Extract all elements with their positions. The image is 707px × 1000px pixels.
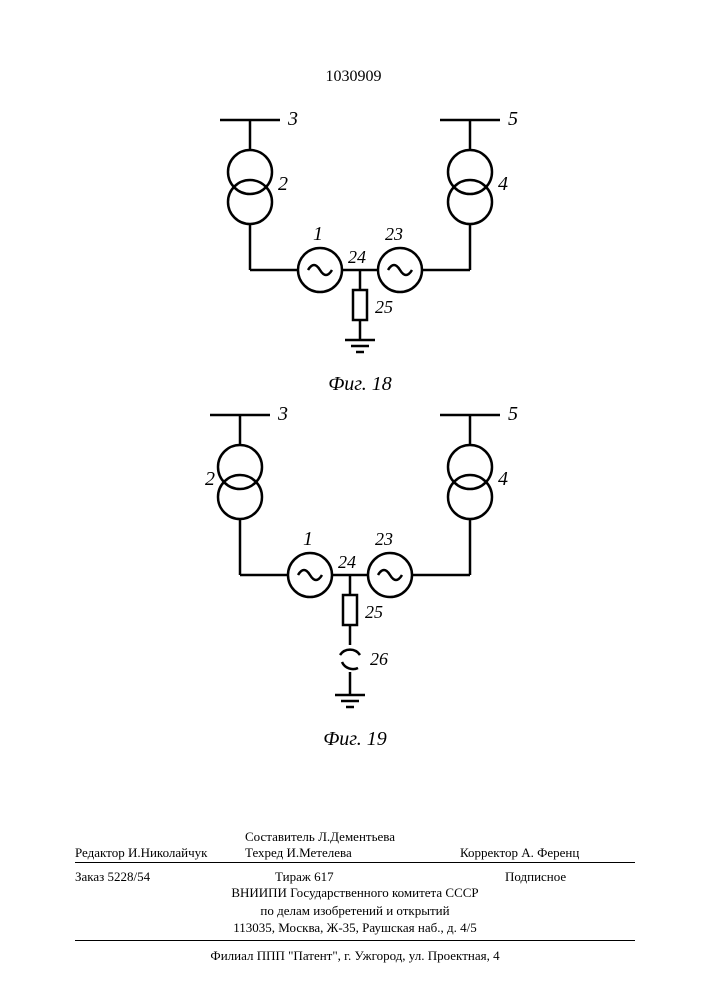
compiler-text: Составитель Л.Дементьева xyxy=(245,828,395,846)
label-23: 23 xyxy=(385,224,403,244)
figure-19-caption: Фиг. 19 xyxy=(323,728,387,750)
tirage-text: Тираж 617 xyxy=(275,868,334,886)
footer-divider-1 xyxy=(75,862,635,863)
patent-page: 1030909 3 5 2 4 xyxy=(0,0,707,1000)
figure-18-caption: Фиг. 18 xyxy=(328,373,392,395)
footer-branch: Филиал ППП "Патент", г. Ужгород, ул. Про… xyxy=(75,948,635,964)
label-5: 5 xyxy=(508,108,518,130)
label-3b: 3 xyxy=(277,403,288,425)
label-1: 1 xyxy=(313,223,323,245)
corrector-text: Корректор А. Ференц xyxy=(460,844,579,862)
label-25: 25 xyxy=(375,297,393,317)
figure-18-svg: 3 5 2 4 1 xyxy=(150,105,570,400)
label-5b: 5 xyxy=(508,403,518,425)
label-4b: 4 xyxy=(498,468,508,490)
org-line-3: 113035, Москва, Ж-35, Раушская наб., д. … xyxy=(75,919,635,937)
footer-organization: ВНИИПИ Государственного комитета СССР по… xyxy=(75,884,635,937)
label-4: 4 xyxy=(498,173,508,195)
figure-19-svg: 3 5 2 4 1 xyxy=(140,400,580,760)
label-25b: 25 xyxy=(365,602,383,622)
techred-text: Техред И.Метелева xyxy=(245,844,352,862)
label-24b: 24 xyxy=(338,552,356,572)
label-26: 26 xyxy=(370,649,388,669)
label-1b: 1 xyxy=(303,528,313,550)
figure-19: 3 5 2 4 1 xyxy=(140,400,580,765)
order-text: Заказ 5228/54 xyxy=(75,868,150,886)
label-24: 24 xyxy=(348,247,366,267)
label-2: 2 xyxy=(278,173,288,195)
label-3: 3 xyxy=(287,108,298,130)
document-number: 1030909 xyxy=(0,68,707,86)
subscription-text: Подписное xyxy=(505,868,566,886)
org-line-1: ВНИИПИ Государственного комитета СССР xyxy=(75,884,635,902)
label-23b: 23 xyxy=(375,529,393,549)
org-line-2: по делам изобретений и открытий xyxy=(75,902,635,920)
footer-divider-2 xyxy=(75,940,635,941)
label-2b: 2 xyxy=(205,468,215,490)
figure-18: 3 5 2 4 1 xyxy=(150,105,570,405)
editor-text: Редактор И.Николайчук xyxy=(75,844,207,862)
